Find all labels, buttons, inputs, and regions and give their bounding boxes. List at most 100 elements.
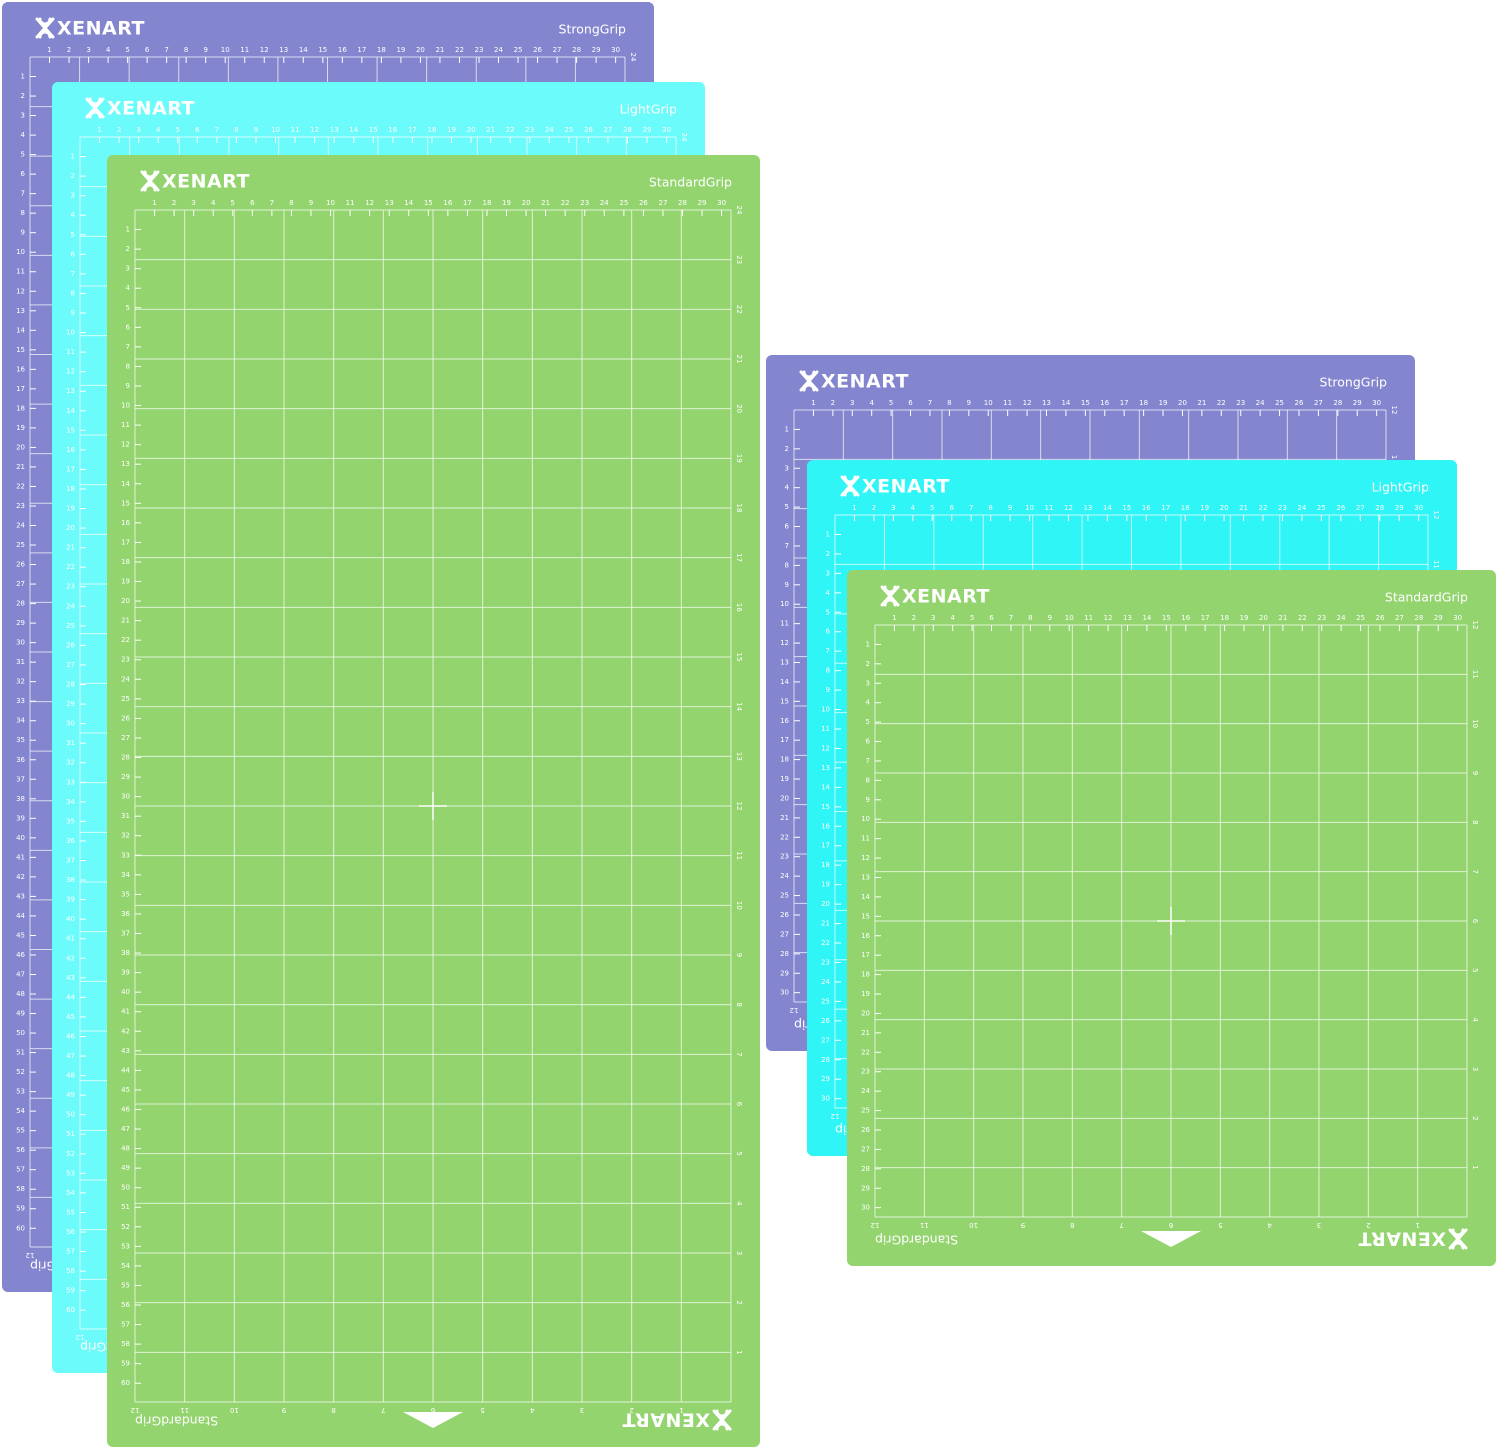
ruler-label: 58 xyxy=(16,1185,25,1193)
ruler-label: 2 xyxy=(866,660,870,668)
ruler-label: 4 xyxy=(866,699,871,707)
ruler-label: 9 xyxy=(866,796,870,804)
ruler-label: 5 xyxy=(125,46,129,54)
ruler-label: 20 xyxy=(821,900,830,908)
ruler-label: 20 xyxy=(522,199,531,207)
ruler-label: 23 xyxy=(475,46,484,54)
ruler-label: 33 xyxy=(16,697,25,705)
ruler-label: 6 xyxy=(826,628,831,636)
ruler-label: 28 xyxy=(861,1165,870,1173)
ruler-label: 17 xyxy=(1201,614,1210,622)
ruler-label: 41 xyxy=(16,853,25,861)
ruler-label: 15 xyxy=(318,46,327,54)
ruler-label: 39 xyxy=(66,896,75,904)
ruler-label: 15 xyxy=(121,499,130,507)
ruler-label: 31 xyxy=(121,812,130,820)
ruler-label: 18 xyxy=(1139,399,1148,407)
ruler-label: 52 xyxy=(66,1150,75,1158)
ruler-label: 50 xyxy=(16,1029,25,1037)
ruler-label: 11 xyxy=(16,268,25,276)
ruler-label: 7 xyxy=(1009,614,1013,622)
ruler-label: 8 xyxy=(1028,614,1032,622)
ruler-label: 11 xyxy=(1003,399,1012,407)
ruler-label: 53 xyxy=(121,1242,130,1250)
ruler-label: 10 xyxy=(1471,719,1479,728)
ruler-label: 45 xyxy=(66,1013,75,1021)
ruler-label: 45 xyxy=(121,1086,130,1094)
ruler-label: 4 xyxy=(71,211,76,219)
ruler-label: 1 xyxy=(1415,1221,1419,1229)
ruler-label: 8 xyxy=(1471,820,1479,824)
ruler-label: 3 xyxy=(866,679,870,687)
ruler-label: 9 xyxy=(203,46,207,54)
ruler-label: 34 xyxy=(16,717,25,725)
ruler-label: 12 xyxy=(365,199,374,207)
ruler-label: 51 xyxy=(16,1049,25,1057)
ruler-label: 16 xyxy=(338,46,347,54)
ruler-label: 12 xyxy=(1390,406,1398,415)
ruler-label: 3 xyxy=(21,112,25,120)
ruler-label: 51 xyxy=(121,1203,130,1211)
ruler-label: 21 xyxy=(486,126,495,134)
ruler-label: 12 xyxy=(1471,621,1479,630)
ruler-label: 21 xyxy=(735,355,743,364)
ruler-label: 8 xyxy=(71,289,75,297)
ruler-label: 10 xyxy=(780,600,789,608)
ruler-label: 22 xyxy=(16,482,25,490)
logo-icon xyxy=(1448,1228,1468,1250)
ruler-label: 27 xyxy=(16,580,25,588)
ruler-label: 27 xyxy=(553,46,562,54)
ruler-label: 18 xyxy=(1220,614,1229,622)
ruler-label: 33 xyxy=(121,851,130,859)
brand-name: XENART xyxy=(107,98,195,120)
ruler-label: 18 xyxy=(1181,504,1190,512)
ruler-label: 58 xyxy=(66,1267,75,1275)
ruler-label: 2 xyxy=(735,1300,743,1304)
ruler-label: 17 xyxy=(121,538,130,546)
ruler-label: 11 xyxy=(821,725,830,733)
ruler-label: 13 xyxy=(385,199,394,207)
ruler-label: 12 xyxy=(121,441,130,449)
ruler-label: 12 xyxy=(1104,614,1113,622)
brand-name: XENART xyxy=(902,586,990,608)
ruler-label: 22 xyxy=(121,636,130,644)
ruler-label: 24 xyxy=(494,46,503,54)
ruler-label: 27 xyxy=(1356,504,1365,512)
ruler-label: 3 xyxy=(735,1251,743,1255)
ruler-label: 6 xyxy=(71,250,76,258)
ruler-label: 22 xyxy=(1259,504,1268,512)
ruler-label: 3 xyxy=(826,569,830,577)
ruler-label: 22 xyxy=(506,126,515,134)
ruler-label: 31 xyxy=(66,739,75,747)
ruler-label: 35 xyxy=(66,817,75,825)
ruler-label: 21 xyxy=(541,199,550,207)
brand-name: XENART xyxy=(162,171,250,193)
ruler-label: 12 xyxy=(131,1406,140,1414)
ruler-label: 7 xyxy=(1471,869,1479,873)
ruler-label: 52 xyxy=(16,1068,25,1076)
ruler-label: 12 xyxy=(66,368,75,376)
ruler-label: 11 xyxy=(735,851,743,860)
logo-icon xyxy=(880,585,900,607)
feed-arrow xyxy=(403,1412,463,1428)
ruler-label: 30 xyxy=(780,989,789,997)
ruler-label: 59 xyxy=(121,1360,130,1368)
ruler-label: 16 xyxy=(1181,614,1190,622)
ruler-label: 14 xyxy=(66,407,75,415)
cutting-mat: 1 2 3 4 5 6 7 8 9 10 11 12 13 14 15 16 17 18 19 20 21 22 23 24 2… xyxy=(847,570,1496,1266)
ruler-label: 59 xyxy=(16,1205,25,1213)
ruler-label: 18 xyxy=(735,504,743,513)
ruler-label: 19 xyxy=(66,505,75,513)
ruler-label: 20 xyxy=(16,443,25,451)
ruler-label: 57 xyxy=(66,1248,75,1256)
ruler-label: 27 xyxy=(66,661,75,669)
ruler-label: 23 xyxy=(821,958,830,966)
ruler-label: 28 xyxy=(1333,399,1342,407)
ruler-label: 5 xyxy=(735,1151,743,1155)
ruler-label: 24 xyxy=(545,126,554,134)
ruler-label: 1 xyxy=(126,226,130,234)
ruler-label: 30 xyxy=(662,126,671,134)
logo-icon xyxy=(840,475,860,497)
ruler-label: 49 xyxy=(121,1164,130,1172)
ruler-label: 3 xyxy=(1317,1221,1321,1229)
